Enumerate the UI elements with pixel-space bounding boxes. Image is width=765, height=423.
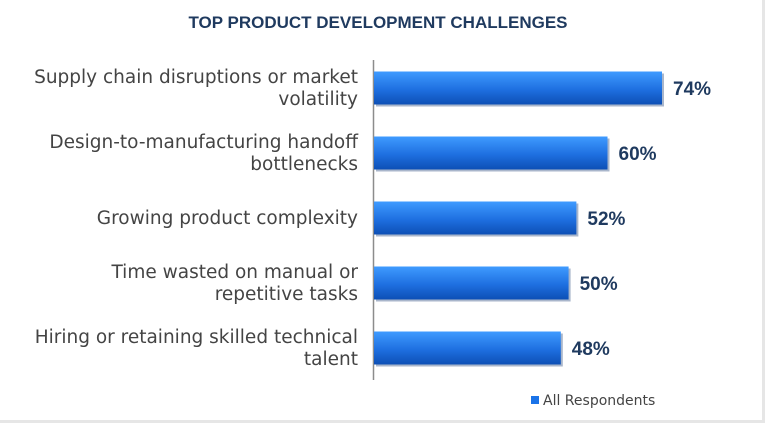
legend-swatch — [531, 396, 539, 404]
value-labels: 74% 60% 52% 50% 48% — [572, 79, 711, 360]
chart-title: TOP PRODUCT DEVELOPMENT CHALLENGES — [188, 13, 567, 32]
category-label-4-line-1: Time wasted on manual or — [110, 262, 358, 283]
value-label-5: 48% — [572, 339, 610, 360]
category-label-5-line-1: Hiring or retaining skilled technical — [35, 327, 358, 348]
value-label-1: 74% — [673, 79, 711, 100]
category-label-2-line-2: bottlenecks — [250, 154, 358, 175]
value-label-4: 50% — [580, 274, 618, 295]
category-label-4-line-2: repetitive tasks — [215, 284, 358, 305]
bar-5 — [374, 331, 561, 365]
legend: All Respondents — [531, 393, 655, 409]
category-label-1-line-2: volatility — [278, 89, 358, 110]
category-label-2-line-1: Design-to-manufacturing handoff — [49, 132, 359, 153]
value-label-3: 52% — [587, 209, 625, 230]
bar-1 — [374, 71, 662, 105]
category-labels: Supply chain disruptions or marketvolati… — [34, 67, 359, 370]
bar-4 — [374, 266, 569, 300]
value-label-2: 60% — [619, 144, 657, 165]
bar-2 — [374, 136, 608, 170]
category-label-1-line-1: Supply chain disruptions or market — [34, 67, 358, 88]
category-label-3-line-1: Growing product complexity — [97, 208, 358, 229]
bar-series-all-respondents — [374, 71, 664, 367]
category-label-5-line-2: talent — [304, 349, 358, 370]
legend-label: All Respondents — [543, 393, 655, 409]
bar-3 — [374, 201, 577, 235]
